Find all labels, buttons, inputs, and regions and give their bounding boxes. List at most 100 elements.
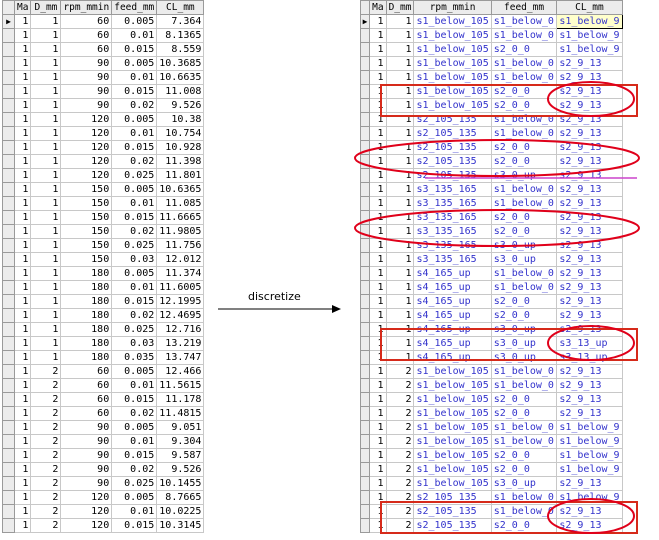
cell-feed-mm[interactable]: s2_0_0 bbox=[490, 406, 558, 421]
cell-feed-mm[interactable]: s3_0_up bbox=[490, 252, 558, 267]
cell-ma[interactable]: 1 bbox=[13, 392, 32, 407]
cell-feed-mm[interactable]: s1_below_0 bbox=[490, 490, 558, 505]
cell-rpm-mmin[interactable]: 150 bbox=[60, 224, 113, 239]
cell-feed-mm[interactable]: s1_below_0 bbox=[490, 70, 558, 85]
cell-rpm-mmin[interactable]: 120 bbox=[60, 154, 113, 169]
table-row[interactable]: 1 1 180 0.01 11.6005 bbox=[2, 280, 205, 295]
table-row[interactable]: 1 1 150 0.025 11.756 bbox=[2, 238, 205, 253]
cell-d-mm[interactable]: 1 bbox=[30, 84, 62, 99]
cell-rpm-mmin[interactable]: s1_below_105 bbox=[413, 434, 492, 449]
table-row[interactable]: 1 2 s1_below_105 s2_0_0 s1_below_9 bbox=[359, 462, 659, 477]
table-row[interactable]: 1 1 s2_105_135 s1_below_0 s2_9_13 bbox=[359, 112, 659, 127]
cell-d-mm[interactable]: 2 bbox=[30, 476, 62, 491]
cell-d-mm[interactable]: 1 bbox=[30, 266, 62, 281]
cell-rpm-mmin[interactable]: s2_105_135 bbox=[413, 490, 492, 505]
row-selector[interactable] bbox=[359, 420, 371, 435]
cell-ma[interactable]: 1 bbox=[13, 322, 32, 337]
cell-rpm-mmin[interactable]: s3_135_165 bbox=[413, 224, 492, 239]
cell-ma[interactable]: 1 bbox=[13, 308, 32, 323]
column-header-d-mm[interactable]: D_mm bbox=[30, 0, 62, 15]
cell-d-mm[interactable]: 1 bbox=[385, 266, 415, 281]
cell-feed-mm[interactable]: s1_below_0 bbox=[490, 420, 558, 435]
cell-rpm-mmin[interactable]: s1_below_105 bbox=[413, 378, 492, 393]
cell-cl-mm[interactable]: s2_9_13 bbox=[556, 140, 623, 155]
table-row[interactable]: 1 1 s1_below_105 s1_below_0 s2_9_13 bbox=[359, 70, 659, 85]
cell-ma[interactable]: 1 bbox=[369, 350, 387, 365]
table-row[interactable]: 1 1 150 0.03 12.012 bbox=[2, 252, 205, 267]
cell-d-mm[interactable]: 1 bbox=[385, 210, 415, 225]
table-row[interactable]: 1 1 s1_below_105 s2_0_0 s2_9_13 bbox=[359, 84, 659, 99]
cell-cl-mm[interactable]: s2_9_13 bbox=[556, 182, 623, 197]
cell-ma[interactable]: 1 bbox=[13, 266, 32, 281]
cell-feed-mm[interactable]: 0.015 bbox=[111, 84, 158, 99]
table-row[interactable]: 1 1 s4_165_up s2_0_0 s2_9_13 bbox=[359, 294, 659, 309]
cell-cl-mm[interactable]: s2_9_13 bbox=[556, 112, 623, 127]
cell-cl-mm[interactable]: 9.526 bbox=[156, 98, 205, 113]
table-row[interactable]: 1 1 s1_below_105 s1_below_0 s2_9_13 bbox=[359, 56, 659, 71]
cell-feed-mm[interactable]: s2_0_0 bbox=[490, 98, 558, 113]
cell-rpm-mmin[interactable]: s2_105_135 bbox=[413, 112, 492, 127]
cell-rpm-mmin[interactable]: 120 bbox=[60, 112, 113, 127]
cell-cl-mm[interactable]: s3_13_up bbox=[556, 336, 623, 351]
current-row-indicator[interactable]: ▶ bbox=[359, 14, 371, 29]
cell-rpm-mmin[interactable]: s1_below_105 bbox=[413, 84, 492, 99]
cell-rpm-mmin[interactable]: s1_below_105 bbox=[413, 28, 492, 43]
cell-d-mm[interactable]: 1 bbox=[385, 98, 415, 113]
cell-feed-mm[interactable]: 0.01 bbox=[111, 434, 158, 449]
cell-feed-mm[interactable]: s2_0_0 bbox=[490, 308, 558, 323]
cell-cl-mm[interactable]: s2_9_13 bbox=[556, 322, 623, 337]
cell-d-mm[interactable]: 1 bbox=[30, 28, 62, 43]
column-header-feed-mm[interactable]: feed_mm bbox=[490, 0, 558, 15]
table-row[interactable]: 1 2 s1_below_105 s1_below_0 s2_9_13 bbox=[359, 364, 659, 379]
cell-rpm-mmin[interactable]: 180 bbox=[60, 280, 113, 295]
cell-feed-mm[interactable]: 0.005 bbox=[111, 112, 158, 127]
cell-feed-mm[interactable]: 0.03 bbox=[111, 252, 158, 267]
cell-feed-mm[interactable]: s1_below_0 bbox=[490, 266, 558, 281]
cell-d-mm[interactable]: 1 bbox=[30, 252, 62, 267]
cell-d-mm[interactable]: 2 bbox=[385, 434, 415, 449]
cell-rpm-mmin[interactable]: s1_below_105 bbox=[413, 14, 492, 29]
cell-d-mm[interactable]: 2 bbox=[30, 462, 62, 477]
cell-ma[interactable]: 1 bbox=[369, 56, 387, 71]
cell-cl-mm[interactable]: s1_below_9 bbox=[556, 462, 623, 477]
cell-rpm-mmin[interactable]: s4_165_up bbox=[413, 322, 492, 337]
table-row[interactable]: 1 1 150 0.015 11.6665 bbox=[2, 210, 205, 225]
table-row[interactable]: 1 1 s1_below_105 s2_0_0 s2_9_13 bbox=[359, 98, 659, 113]
cell-feed-mm[interactable]: s2_0_0 bbox=[490, 518, 558, 533]
cell-cl-mm[interactable]: 11.178 bbox=[156, 392, 205, 407]
cell-rpm-mmin[interactable]: 90 bbox=[60, 420, 113, 435]
row-selector[interactable] bbox=[359, 210, 371, 225]
table-row[interactable]: 1 1 s2_105_135 s2_0_0 s2_9_13 bbox=[359, 154, 659, 169]
table-row[interactable]: 1 1 90 0.01 10.6635 bbox=[2, 70, 205, 85]
cell-ma[interactable]: 1 bbox=[369, 112, 387, 127]
cell-ma[interactable]: 1 bbox=[13, 168, 32, 183]
cell-ma[interactable]: 1 bbox=[369, 266, 387, 281]
row-selector[interactable] bbox=[359, 266, 371, 281]
row-selector[interactable] bbox=[2, 154, 15, 169]
cell-rpm-mmin[interactable]: 150 bbox=[60, 252, 113, 267]
cell-cl-mm[interactable]: 10.6635 bbox=[156, 70, 205, 85]
table-row[interactable]: 1 2 s2_105_135 s2_0_0 s2_9_13 bbox=[359, 518, 659, 533]
cell-cl-mm[interactable]: 9.587 bbox=[156, 448, 205, 463]
cell-feed-mm[interactable]: 0.02 bbox=[111, 308, 158, 323]
row-selector[interactable] bbox=[359, 84, 371, 99]
cell-d-mm[interactable]: 1 bbox=[30, 196, 62, 211]
cell-cl-mm[interactable]: s1_below_9 bbox=[556, 420, 623, 435]
cell-cl-mm[interactable]: 9.304 bbox=[156, 434, 205, 449]
cell-ma[interactable]: 1 bbox=[369, 42, 387, 57]
cell-d-mm[interactable]: 1 bbox=[385, 252, 415, 267]
cell-rpm-mmin[interactable]: 150 bbox=[60, 196, 113, 211]
cell-ma[interactable]: 1 bbox=[369, 420, 387, 435]
cell-rpm-mmin[interactable]: s1_below_105 bbox=[413, 70, 492, 85]
cell-d-mm[interactable]: 1 bbox=[385, 28, 415, 43]
row-selector[interactable] bbox=[359, 140, 371, 155]
table-row[interactable]: ▶ 1 1 60 0.005 7.364 bbox=[2, 14, 205, 29]
cell-rpm-mmin[interactable]: s1_below_105 bbox=[413, 392, 492, 407]
table-row[interactable]: 1 1 s2_105_135 s2_0_0 s2_9_13 bbox=[359, 140, 659, 155]
cell-feed-mm[interactable]: 0.01 bbox=[111, 126, 158, 141]
table-row[interactable]: 1 2 s1_below_105 s1_below_0 s2_9_13 bbox=[359, 378, 659, 393]
cell-feed-mm[interactable]: s2_0_0 bbox=[490, 462, 558, 477]
cell-d-mm[interactable]: 1 bbox=[30, 182, 62, 197]
cell-d-mm[interactable]: 2 bbox=[30, 448, 62, 463]
row-selector[interactable] bbox=[359, 504, 371, 519]
